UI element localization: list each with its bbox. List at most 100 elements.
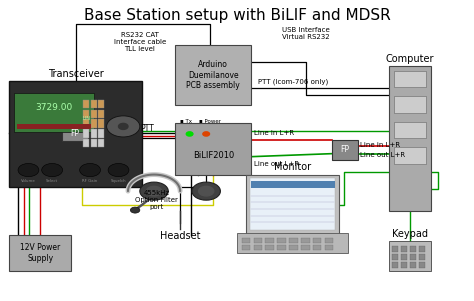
Bar <box>325 238 333 243</box>
Circle shape <box>146 186 162 196</box>
Bar <box>175 123 251 175</box>
Circle shape <box>140 182 168 200</box>
Text: Monitor: Monitor <box>274 162 311 172</box>
Text: FP: FP <box>70 129 79 138</box>
Bar <box>289 245 298 250</box>
Text: RS232 CAT
Interface cable
TLL level: RS232 CAT Interface cable TLL level <box>114 32 166 51</box>
Bar <box>98 100 104 108</box>
Bar <box>389 66 431 211</box>
Bar <box>237 233 348 253</box>
Bar <box>419 246 425 252</box>
Bar <box>242 245 250 250</box>
Bar <box>83 100 89 108</box>
Bar <box>251 181 335 188</box>
Bar <box>91 139 97 147</box>
Text: Select: Select <box>46 179 58 183</box>
Bar <box>91 110 97 118</box>
Bar <box>98 110 104 118</box>
Bar <box>394 71 426 87</box>
Text: Line out L+R: Line out L+R <box>360 152 405 158</box>
Text: Headset: Headset <box>160 231 201 241</box>
Text: Keypad: Keypad <box>392 229 428 239</box>
Circle shape <box>107 116 140 137</box>
Bar <box>14 93 94 132</box>
Circle shape <box>186 132 193 136</box>
Circle shape <box>80 163 100 177</box>
Circle shape <box>192 182 220 200</box>
Bar <box>419 254 425 260</box>
Bar <box>91 129 97 138</box>
Text: ▪ Power: ▪ Power <box>199 119 220 123</box>
Bar <box>254 245 262 250</box>
Text: PTT (Icom-706 only): PTT (Icom-706 only) <box>258 78 328 85</box>
Text: Line in L+R: Line in L+R <box>254 130 294 136</box>
Bar <box>91 119 97 128</box>
Bar <box>313 238 321 243</box>
Bar <box>313 245 321 250</box>
Bar <box>246 175 339 235</box>
Bar <box>301 238 310 243</box>
Bar <box>265 238 274 243</box>
Text: Line out L+R: Line out L+R <box>254 161 299 167</box>
Bar <box>332 140 358 160</box>
Bar <box>98 139 104 147</box>
Bar <box>410 254 416 260</box>
Bar <box>394 96 426 113</box>
Text: Volume: Volume <box>21 179 36 183</box>
Bar <box>289 238 298 243</box>
Bar <box>394 122 426 138</box>
Bar <box>17 124 91 129</box>
Bar <box>175 45 251 105</box>
Text: FP: FP <box>340 145 349 154</box>
Bar <box>62 125 88 141</box>
Text: Arduino
Duemilanove
PCB assembly: Arduino Duemilanove PCB assembly <box>186 60 240 90</box>
Circle shape <box>130 207 140 213</box>
Text: ▪ Tx: ▪ Tx <box>180 119 192 123</box>
Text: PTT: PTT <box>140 124 154 133</box>
Bar <box>401 262 407 268</box>
Text: Base Station setup with BiLIF and MDSR: Base Station setup with BiLIF and MDSR <box>83 8 391 23</box>
Circle shape <box>203 132 210 136</box>
Text: Computer: Computer <box>386 54 434 64</box>
Bar <box>410 246 416 252</box>
Bar <box>394 147 426 164</box>
Bar <box>91 100 97 108</box>
Text: 3729.00: 3729.00 <box>36 103 73 111</box>
Bar <box>9 235 71 271</box>
Bar <box>325 245 333 250</box>
Bar <box>392 246 398 252</box>
Circle shape <box>18 163 39 177</box>
Text: BiLIF2010: BiLIF2010 <box>192 150 234 160</box>
Bar <box>83 110 89 118</box>
Bar <box>392 262 398 268</box>
Circle shape <box>199 186 214 196</box>
Bar <box>83 119 89 128</box>
Text: 12V Power
Supply: 12V Power Supply <box>20 243 60 262</box>
Text: LIN: LIN <box>83 116 91 121</box>
Circle shape <box>108 163 129 177</box>
Text: 455kHz
Option Filter
port: 455kHz Option Filter port <box>135 190 178 209</box>
Bar <box>301 245 310 250</box>
Bar <box>83 139 89 147</box>
Bar <box>250 178 335 230</box>
Text: USB Interface
Virtual RS232: USB Interface Virtual RS232 <box>282 27 330 40</box>
Bar <box>254 238 262 243</box>
Text: Line in L+R: Line in L+R <box>360 142 401 148</box>
Text: Squelch: Squelch <box>111 179 126 183</box>
Bar <box>98 119 104 128</box>
Bar <box>392 254 398 260</box>
Bar <box>277 238 286 243</box>
Bar <box>419 262 425 268</box>
Bar <box>410 262 416 268</box>
Bar <box>242 238 250 243</box>
Circle shape <box>42 163 63 177</box>
Bar <box>401 246 407 252</box>
Circle shape <box>118 123 128 129</box>
Text: RF Gain: RF Gain <box>82 179 98 183</box>
Bar <box>401 254 407 260</box>
Bar <box>389 241 431 271</box>
Bar <box>265 245 274 250</box>
Bar <box>9 81 142 187</box>
Bar <box>83 129 89 138</box>
Bar <box>277 245 286 250</box>
